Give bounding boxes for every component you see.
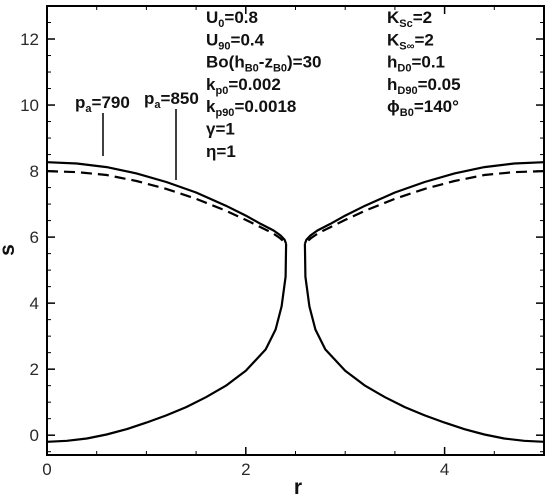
param-col2-line-5: ϕB0=140°	[387, 97, 459, 119]
param-col1-line-7: η=1	[206, 142, 236, 161]
param-col1-line-2: U90=0.4	[206, 30, 265, 52]
plot-area	[46, 161, 545, 443]
axis-ticks	[46, 6, 545, 455]
series-1-branch-2	[46, 243, 288, 443]
x-axis-label: r	[294, 476, 302, 499]
tick-labels: 0 2 4 0 2 4 6 8 10 12	[20, 30, 449, 479]
param-col2-line-1: KSc=2	[387, 8, 432, 30]
param-col1-line-5: kp90=0.0018	[206, 97, 296, 119]
series-label-2: pa=850	[144, 89, 199, 111]
y-tick-label: 10	[20, 96, 39, 115]
x-tick-label: 2	[241, 460, 250, 479]
y-tick-label: 12	[20, 30, 39, 49]
param-col2-line-3: hD0=0.1	[387, 53, 445, 75]
series-labels: pa=790 pa=850	[75, 89, 199, 180]
series-label-1: pa=790	[75, 93, 130, 115]
param-col2-line-4: hD90=0.05	[387, 75, 461, 97]
parameter-annotations: U0=0.8U90=0.4Bo(hB0-zB0)=30kp0=0.002kp90…	[206, 8, 461, 161]
series-1-branch-1	[46, 161, 288, 245]
param-col1-line-1: U0=0.8	[206, 8, 258, 30]
y-axis-label: s	[0, 244, 19, 256]
series-2-branch-2	[304, 170, 545, 245]
y-tick-label: 8	[30, 162, 39, 181]
series-2-branch-1	[46, 170, 287, 245]
plot-frame	[46, 5, 545, 456]
param-col2-line-2: KS∞=2	[387, 30, 434, 52]
param-col1-line-4: kp0=0.002	[206, 75, 281, 97]
x-tick-label: 4	[440, 460, 449, 479]
series-1-branch-3	[303, 161, 545, 245]
param-col1-line-6: γ=1	[206, 120, 235, 139]
series-1-branch-4	[303, 243, 545, 443]
param-col1-line-3: Bo(hB0-zB0)=30	[206, 53, 322, 75]
y-tick-label: 2	[30, 360, 39, 379]
y-tick-label: 4	[30, 294, 39, 313]
y-tick-label: 6	[30, 228, 39, 247]
y-tick-label: 0	[30, 426, 39, 445]
x-tick-label: 0	[42, 460, 51, 479]
